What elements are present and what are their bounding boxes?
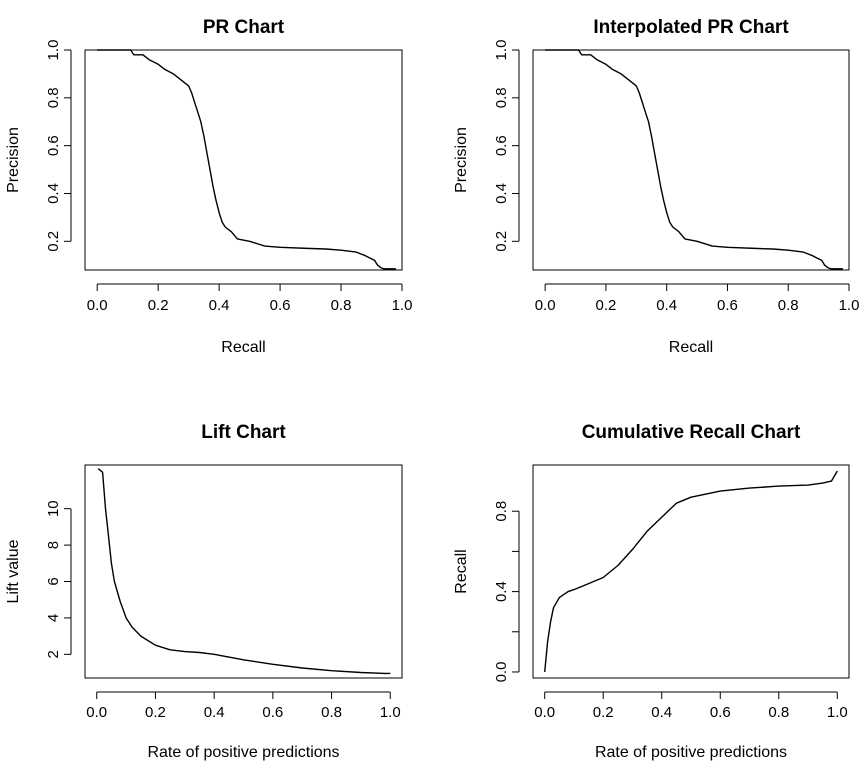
series-line-1 bbox=[97, 49, 396, 270]
x-tick-label: 0.8 bbox=[768, 704, 789, 721]
chart-title: PR Chart bbox=[203, 17, 285, 38]
y-axis-label: Precision bbox=[453, 127, 470, 193]
x-axis-label: Rate of positive predictions bbox=[595, 744, 787, 761]
y-tick-label: 10 bbox=[45, 500, 62, 517]
y-axis-label: Recall bbox=[453, 549, 470, 593]
plot-frame bbox=[84, 49, 403, 271]
x-tick-label: 1.0 bbox=[380, 704, 401, 721]
x-tick-label: 0.8 bbox=[331, 297, 352, 314]
x-tick-label: 0.0 bbox=[86, 704, 107, 721]
plot-frame bbox=[532, 464, 850, 679]
x-tick-label: 0.6 bbox=[710, 704, 731, 721]
chart-panel-3: Lift Chart 0.0 0.2 0.4 0.6 0.8 1.0 Rate of posi… bbox=[5, 422, 403, 761]
y-tick-label: 0.8 bbox=[45, 87, 62, 108]
y-tick-label: 0.6 bbox=[45, 135, 62, 156]
chart-panel-2: Interpolated PR Chart 0.0 0.2 0.4 0.6 0.8 1.0 R… bbox=[453, 17, 859, 356]
y-axis-label: Precision bbox=[5, 127, 22, 193]
x-tick-label: 0.2 bbox=[148, 297, 169, 314]
y-tick-label: 6 bbox=[45, 577, 62, 585]
y-tick-label: 0.4 bbox=[45, 183, 62, 204]
series-line-1 bbox=[97, 468, 391, 675]
x-tick-label: 0.6 bbox=[270, 297, 291, 314]
chart-title: Lift Chart bbox=[201, 422, 286, 443]
x-tick-label: 0.4 bbox=[209, 297, 230, 314]
y-tick-label: 0.2 bbox=[493, 231, 510, 252]
x-tick-label: 0.4 bbox=[656, 297, 677, 314]
y-tick-label: 8 bbox=[45, 541, 62, 549]
series-line-1 bbox=[545, 49, 843, 270]
x-tick-label: 0.0 bbox=[535, 297, 556, 314]
y-axis-label: Lift value bbox=[5, 539, 22, 603]
x-tick-label: 0.8 bbox=[778, 297, 799, 314]
y-tick-label: 0.4 bbox=[493, 581, 510, 602]
y-tick-label: 4 bbox=[45, 614, 62, 622]
x-tick-label: 1.0 bbox=[392, 297, 413, 314]
x-tick-label: 0.0 bbox=[534, 704, 555, 721]
y-tick-label: 1.0 bbox=[45, 40, 62, 61]
x-tick-label: 1.0 bbox=[839, 297, 859, 314]
x-axis-label: Recall bbox=[221, 339, 265, 356]
x-tick-label: 0.2 bbox=[593, 704, 614, 721]
y-tick-label: 1.0 bbox=[493, 40, 510, 61]
x-tick-label: 0.2 bbox=[595, 297, 616, 314]
y-tick-label: 0.6 bbox=[493, 135, 510, 156]
y-tick-label: 0.0 bbox=[493, 662, 510, 683]
series-line-1 bbox=[544, 470, 838, 673]
chart-title: Cumulative Recall Chart bbox=[582, 422, 801, 443]
x-tick-label: 0.2 bbox=[145, 704, 166, 721]
y-tick-label: 0.2 bbox=[45, 231, 62, 252]
x-axis-label: Recall bbox=[669, 339, 713, 356]
x-tick-label: 0.6 bbox=[717, 297, 738, 314]
y-tick-label: 0.8 bbox=[493, 501, 510, 522]
y-tick-label: 2 bbox=[45, 650, 62, 658]
plot-frame bbox=[84, 464, 403, 679]
x-tick-label: 1.0 bbox=[827, 704, 848, 721]
chart-panel-4: Cumulative Recall Chart 0.0 0.2 0.4 0.6 0.8 1.… bbox=[453, 422, 850, 761]
x-axis-label: Rate of positive predictions bbox=[147, 744, 339, 761]
x-tick-label: 0.8 bbox=[321, 704, 342, 721]
plot-frame bbox=[532, 49, 850, 271]
x-tick-label: 0.0 bbox=[87, 297, 108, 314]
chart-title: Interpolated PR Chart bbox=[593, 17, 789, 38]
x-tick-label: 0.4 bbox=[204, 704, 225, 721]
y-tick-label: 0.8 bbox=[493, 87, 510, 108]
chart-panel-1: PR Chart 0.0 0.2 0.4 0.6 0.8 1.0 Recall 0.2 0.4 0.… bbox=[5, 17, 412, 356]
x-tick-label: 0.6 bbox=[262, 704, 283, 721]
x-tick-label: 0.4 bbox=[651, 704, 672, 721]
y-tick-label: 0.4 bbox=[493, 183, 510, 204]
